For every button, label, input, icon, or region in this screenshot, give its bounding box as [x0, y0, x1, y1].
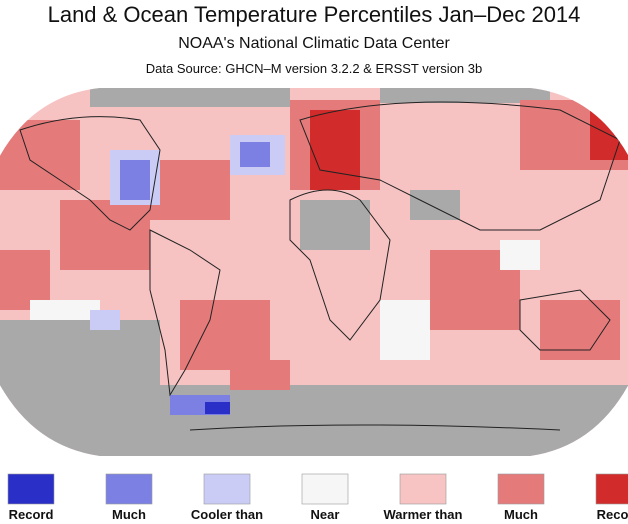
no-data-south [0, 385, 628, 456]
legend-swatch [595, 473, 628, 505]
legend-label: Much [504, 507, 538, 522]
legend-swatch [7, 473, 55, 505]
legend: Record Much Cooler than Near Warmer than Much… [7, 473, 628, 522]
warm-patch [150, 160, 230, 220]
legend-swatch [497, 473, 545, 505]
legend-label: Record [9, 507, 54, 522]
near-average-patch [500, 240, 540, 270]
no-data-arctic-e [380, 88, 550, 103]
legend-label: Record [597, 507, 628, 522]
legend-label: Much [112, 507, 146, 522]
cool-patch [90, 310, 120, 330]
record-warm-patch [310, 110, 360, 190]
much-cool-patch [240, 142, 270, 167]
legend-label: Cooler than [191, 507, 263, 522]
legend-swatch [399, 473, 447, 505]
warm-patch [230, 360, 290, 390]
no-data-sw [0, 320, 160, 390]
no-data-arctic [90, 88, 290, 107]
no-data-land [410, 190, 460, 220]
warm-patch [180, 300, 270, 370]
near-average-patch [30, 300, 100, 320]
record-cool-patch [205, 402, 230, 414]
warm-patch [540, 300, 620, 360]
title: Land & Ocean Temperature Percentiles Jan… [48, 2, 581, 27]
near-average-patch [380, 300, 430, 360]
legend-label: Warmer than [384, 507, 463, 522]
data-source: Data Source: GHCN–M version 3.2.2 & ERSS… [146, 61, 482, 76]
legend-label: Near [311, 507, 340, 522]
legend-swatch [301, 473, 349, 505]
legend-swatch [105, 473, 153, 505]
no-data-land [300, 200, 370, 250]
legend-swatch [203, 473, 251, 505]
map [0, 88, 628, 456]
warm-patch [0, 120, 80, 190]
subtitle: NOAA's National Climatic Data Center [178, 35, 450, 52]
coastlines [19, 101, 621, 431]
warm-patch [60, 200, 150, 270]
much-cool-patch [120, 160, 150, 200]
